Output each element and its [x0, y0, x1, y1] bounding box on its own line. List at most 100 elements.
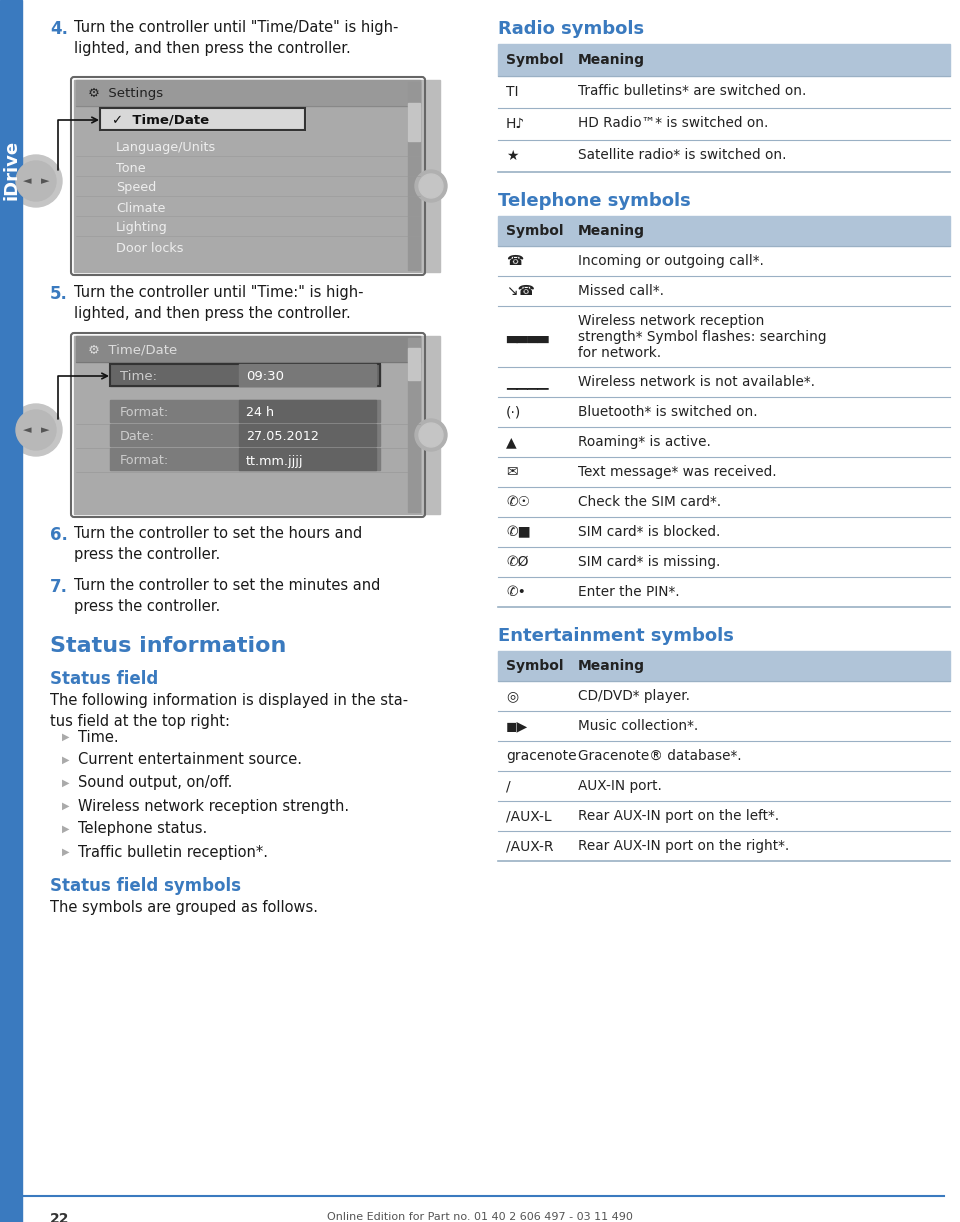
Bar: [408, 348, 420, 380]
Bar: [100, 108, 305, 130]
Text: Rear AUX-IN port on the right*.: Rear AUX-IN port on the right*.: [578, 840, 789, 853]
Text: Turn the controller until "Time/Date" is high-
lighted, and then press the contr: Turn the controller until "Time/Date" is…: [74, 20, 398, 56]
Text: iDrive: iDrive: [2, 141, 20, 200]
Text: ★: ★: [506, 149, 518, 163]
Text: ◎: ◎: [506, 689, 518, 703]
Bar: [76, 79, 420, 106]
Text: Incoming or outgoing call*.: Incoming or outgoing call*.: [578, 254, 764, 268]
Text: gracenote: gracenote: [506, 749, 577, 763]
Text: Gracenote® database*.: Gracenote® database*.: [578, 749, 742, 763]
Text: Entertainment symbols: Entertainment symbols: [498, 627, 733, 645]
Text: Format:: Format:: [120, 455, 169, 468]
Text: Bluetooth* is switched on.: Bluetooth* is switched on.: [578, 404, 757, 419]
Text: HD Radio™* is switched on.: HD Radio™* is switched on.: [578, 116, 768, 130]
Bar: [498, 216, 950, 246]
Bar: [110, 448, 380, 470]
Bar: [239, 400, 376, 422]
Text: ▶: ▶: [62, 824, 69, 833]
Bar: [110, 400, 380, 422]
Bar: [408, 103, 420, 141]
Text: Satellite radio* is switched on.: Satellite radio* is switched on.: [578, 148, 786, 163]
Text: Date:: Date:: [120, 430, 155, 444]
Text: Roaming* is active.: Roaming* is active.: [578, 435, 710, 448]
Text: Status field: Status field: [50, 670, 158, 688]
Text: 5.: 5.: [50, 285, 68, 303]
Text: TI: TI: [506, 86, 518, 99]
Text: ✆☉: ✆☉: [506, 495, 530, 510]
Text: Tone: Tone: [116, 161, 146, 175]
Text: Telephone status.: Telephone status.: [78, 821, 207, 837]
Text: ▶: ▶: [62, 778, 69, 788]
FancyBboxPatch shape: [110, 364, 380, 386]
Text: ►: ►: [40, 176, 49, 186]
Text: Wireless network reception strength.: Wireless network reception strength.: [78, 798, 349, 814]
Circle shape: [16, 161, 56, 200]
Text: Music collection*.: Music collection*.: [578, 719, 698, 733]
Text: Check the SIM card*.: Check the SIM card*.: [578, 495, 721, 510]
Text: ▶: ▶: [62, 847, 69, 857]
Bar: [74, 336, 422, 514]
Text: Status field symbols: Status field symbols: [50, 877, 241, 895]
Text: AUX-IN port.: AUX-IN port.: [578, 778, 661, 793]
Text: ▲: ▲: [506, 435, 516, 448]
Text: ▶: ▶: [62, 755, 69, 765]
Text: /: /: [506, 778, 511, 793]
Bar: [110, 424, 380, 446]
Text: Format:: Format:: [120, 407, 169, 419]
Text: Time:: Time:: [120, 369, 157, 382]
Text: ▶: ▶: [62, 800, 69, 811]
Text: ✆•: ✆•: [506, 585, 526, 599]
Text: Speed: Speed: [116, 182, 156, 194]
Text: Rear AUX-IN port on the left*.: Rear AUX-IN port on the left*.: [578, 809, 780, 822]
Text: SIM card* is blocked.: SIM card* is blocked.: [578, 525, 720, 539]
Text: Radio symbols: Radio symbols: [498, 20, 644, 38]
Text: The symbols are grouped as follows.: The symbols are grouped as follows.: [50, 899, 318, 915]
Text: ◼▶: ◼▶: [506, 719, 528, 733]
Text: 7.: 7.: [50, 578, 68, 596]
Text: Meaning: Meaning: [578, 53, 645, 67]
Text: ▁▁▁▁: ▁▁▁▁: [506, 375, 548, 389]
Text: Wireless network is not available*.: Wireless network is not available*.: [578, 375, 815, 389]
Text: 27.05.2012: 27.05.2012: [246, 430, 319, 444]
Text: Door locks: Door locks: [116, 242, 183, 254]
Text: Telephone symbols: Telephone symbols: [498, 192, 691, 210]
Bar: [422, 336, 440, 514]
Text: ⚙  Settings: ⚙ Settings: [88, 88, 163, 100]
Text: ✆Ø: ✆Ø: [506, 555, 529, 569]
Text: 4.: 4.: [50, 20, 68, 38]
Text: ◄: ◄: [23, 425, 32, 435]
Text: Symbol: Symbol: [506, 53, 564, 67]
Text: ◄: ◄: [23, 176, 32, 186]
Text: tt.mm.jjjj: tt.mm.jjjj: [246, 455, 303, 468]
Text: Wireless network reception: Wireless network reception: [578, 314, 764, 327]
Text: for network.: for network.: [578, 346, 661, 360]
Text: Symbol: Symbol: [506, 224, 564, 238]
Text: Climate: Climate: [116, 202, 165, 215]
Text: /AUX-L: /AUX-L: [506, 809, 552, 822]
Text: 24 h: 24 h: [246, 407, 275, 419]
Circle shape: [10, 155, 62, 207]
Bar: [498, 44, 950, 76]
Circle shape: [16, 411, 56, 450]
Bar: [110, 364, 380, 386]
Text: 09:30: 09:30: [246, 369, 284, 382]
Text: Meaning: Meaning: [578, 224, 645, 238]
Text: SIM card* is missing.: SIM card* is missing.: [578, 555, 720, 569]
Text: Turn the controller to set the minutes and
press the controller.: Turn the controller to set the minutes a…: [74, 578, 380, 613]
Text: ▶: ▶: [62, 732, 69, 742]
Circle shape: [419, 423, 443, 447]
Text: Traffic bulletins* are switched on.: Traffic bulletins* are switched on.: [578, 84, 806, 98]
Circle shape: [415, 419, 447, 451]
Bar: [239, 448, 376, 470]
Bar: [239, 364, 376, 386]
Text: Sound output, on/off.: Sound output, on/off.: [78, 776, 232, 791]
Text: Lighting: Lighting: [116, 221, 168, 235]
Text: 22: 22: [50, 1212, 69, 1222]
Text: Enter the PIN*.: Enter the PIN*.: [578, 585, 680, 599]
Text: Turn the controller to set the hours and
press the controller.: Turn the controller to set the hours and…: [74, 525, 362, 562]
Text: CD/DVD* player.: CD/DVD* player.: [578, 689, 690, 703]
Text: The following information is displayed in the sta-
tus field at the top right:: The following information is displayed i…: [50, 693, 408, 730]
Text: Traffic bulletin reception*.: Traffic bulletin reception*.: [78, 844, 268, 859]
Text: ↘☎: ↘☎: [506, 284, 535, 298]
Text: ✓  Time/Date: ✓ Time/Date: [112, 114, 209, 127]
